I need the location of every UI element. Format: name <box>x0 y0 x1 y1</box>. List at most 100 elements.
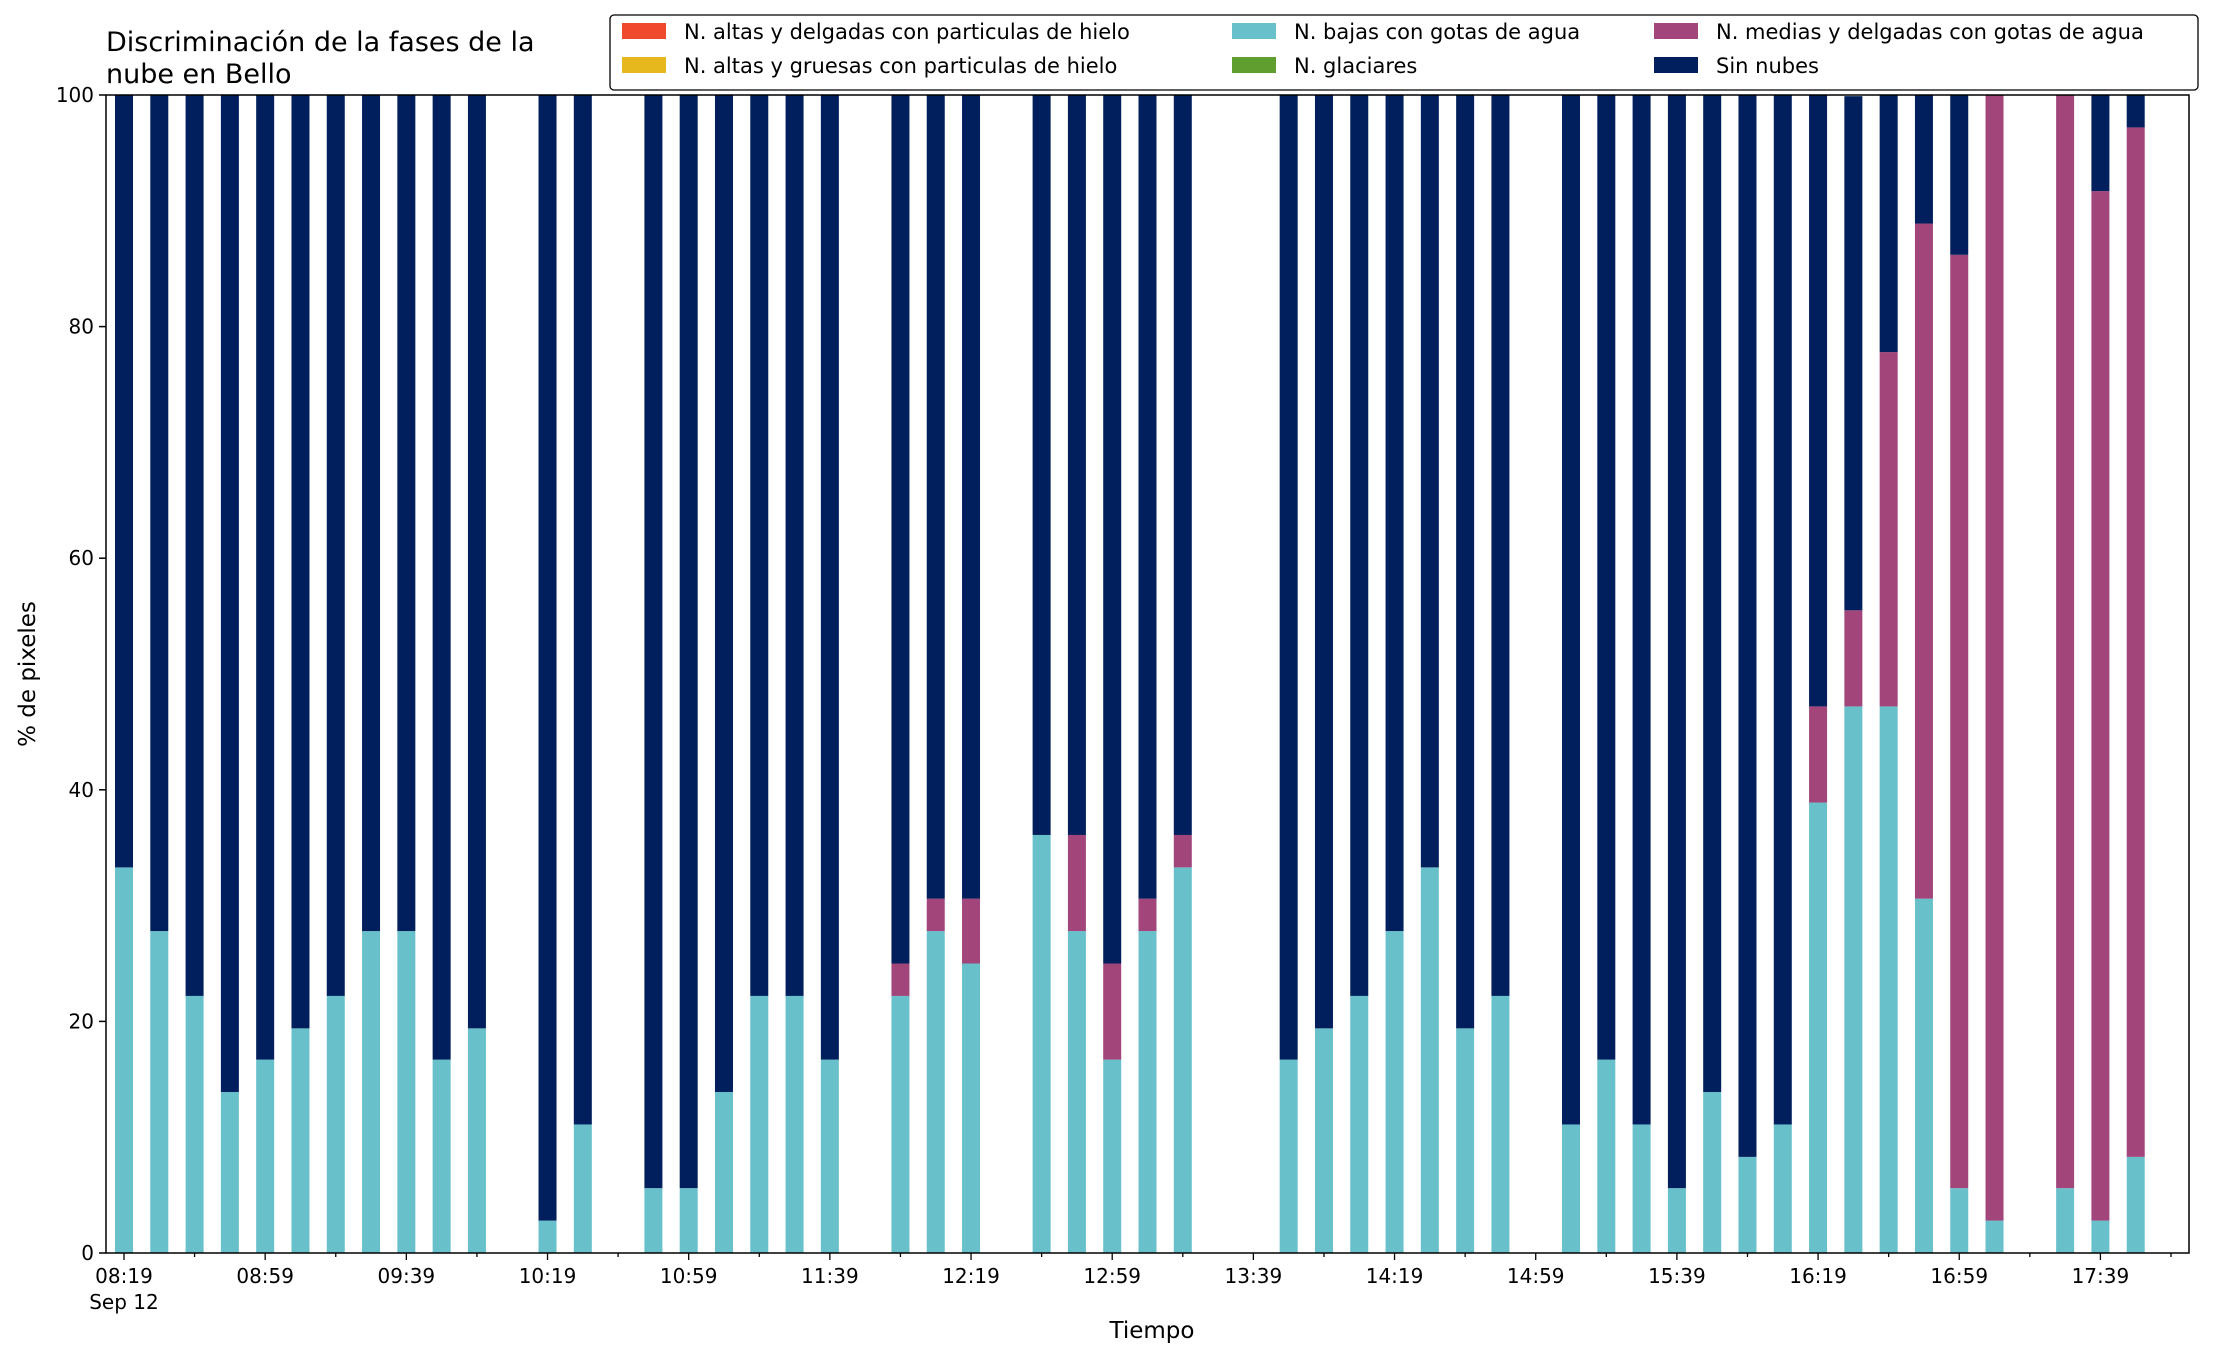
bar-n-medias-y-delgadas-con-gotas-de-agua-1639 <box>1879 352 1898 707</box>
bar-sin-nubes-1159 <box>891 95 910 964</box>
bar-sin-nubes-1219 <box>962 95 981 899</box>
x-tick-label: 13:39 <box>1225 1264 1283 1288</box>
bar-n-bajas-con-gotas-de-agua-1509 <box>1562 1124 1581 1253</box>
bar-sin-nubes-0819 <box>115 95 133 868</box>
bar-n-bajas-con-gotas-de-agua-1259 <box>1103 1059 1122 1253</box>
bar-n-bajas-con-gotas-de-agua-1639 <box>1879 706 1898 1253</box>
legend-swatch-sin-nubes <box>1654 57 1698 73</box>
bar-sin-nubes-1059 <box>679 95 698 1189</box>
bar-n-bajas-con-gotas-de-agua-1659 <box>1950 1188 1969 1253</box>
bar-n-bajas-con-gotas-de-agua-1159 <box>891 995 910 1253</box>
bar-n-medias-y-delgadas-con-gotas-de-agua-1319 <box>1173 834 1192 868</box>
bar-n-bajas-con-gotas-de-agua-1559 <box>1738 1156 1757 1253</box>
bar-sin-nubes-1429 <box>1420 95 1439 868</box>
x-tick-label: 16:19 <box>1789 1264 1847 1288</box>
bar-n-bajas-con-gotas-de-agua-1429 <box>1420 867 1439 1253</box>
bar-n-bajas-con-gotas-de-agua-1219 <box>962 963 981 1253</box>
bar-n-bajas-con-gotas-de-agua-1549 <box>1703 1092 1722 1253</box>
bar-sin-nubes-1129 <box>785 95 804 996</box>
bar-n-medias-y-delgadas-con-gotas-de-agua-1659 <box>1950 254 1969 1189</box>
bar-n-bajas-con-gotas-de-agua-1739 <box>2091 1220 2110 1253</box>
bar-sin-nubes-0929 <box>362 95 381 932</box>
bar-sin-nubes-1249 <box>1067 95 1086 835</box>
x-tick-label: 17:39 <box>2072 1264 2130 1288</box>
bar-sin-nubes-0829 <box>150 95 169 932</box>
y-axis: 0 20 40 60 80 100 <box>56 83 106 1265</box>
bar-sin-nubes-1029 <box>573 95 592 1125</box>
bar-n-bajas-con-gotas-de-agua-1059 <box>679 1188 698 1253</box>
legend-frame <box>609 14 2199 91</box>
bar-n-bajas-con-gotas-de-agua-0839 <box>185 995 204 1253</box>
bar-n-bajas-con-gotas-de-agua-1109 <box>714 1092 733 1253</box>
bar-sin-nubes-0909 <box>291 95 310 1029</box>
bar-n-medias-y-delgadas-con-gotas-de-agua-1629 <box>1844 610 1863 707</box>
bar-n-bajas-con-gotas-de-agua-1629 <box>1844 706 1863 1253</box>
bar-sin-nubes-1319 <box>1173 95 1192 835</box>
bar-n-bajas-con-gotas-de-agua-1649 <box>1914 898 1933 1253</box>
bar-sin-nubes-1139 <box>820 95 839 1060</box>
bar-sin-nubes-1649 <box>1914 95 1933 224</box>
x-tick-label: 14:19 <box>1366 1264 1424 1288</box>
bar-n-bajas-con-gotas-de-agua-1119 <box>750 995 769 1253</box>
bar-n-bajas-con-gotas-de-agua-1619 <box>1809 802 1828 1253</box>
bar-sin-nubes-1109 <box>714 95 733 1093</box>
bar-n-bajas-con-gotas-de-agua-0919 <box>326 995 345 1253</box>
bar-n-bajas-con-gotas-de-agua-1529 <box>1632 1124 1651 1253</box>
bar-n-medias-y-delgadas-con-gotas-de-agua-1649 <box>1914 223 1933 899</box>
legend-label-n-glaciares: N. glaciares <box>1294 54 1417 78</box>
bar-sin-nubes-1749 <box>2126 95 2145 128</box>
bar-n-bajas-con-gotas-de-agua-0949 <box>432 1059 451 1253</box>
bar-n-bajas-con-gotas-de-agua-1029 <box>573 1124 592 1253</box>
bar-sin-nubes-1609 <box>1773 95 1792 1125</box>
bar-n-bajas-con-gotas-de-agua-1129 <box>785 995 804 1253</box>
bar-n-bajas-con-gotas-de-agua-0849 <box>220 1092 239 1253</box>
chart-title-line: Discriminación de la fases de la <box>106 27 535 58</box>
x-axis: 08:19 08:59 09:39 10:19 10:59 11:39 12:19 12:59… <box>89 1253 2172 1314</box>
y-tick-label: 80 <box>69 315 94 339</box>
bar-n-bajas-con-gotas-de-agua-0929 <box>362 931 381 1253</box>
bar-n-bajas-con-gotas-de-agua-1249 <box>1067 931 1086 1253</box>
bar-sin-nubes-1529 <box>1632 95 1651 1125</box>
legend-label-n-altas-y-delgadas-con-particulas-de-hielo: N. altas y delgadas con particulas de hi… <box>684 20 1130 44</box>
legend-label-n-altas-y-gruesas-con-particulas-de-hielo: N. altas y gruesas con particulas de hie… <box>684 54 1117 78</box>
bar-n-bajas-con-gotas-de-agua-1349 <box>1279 1059 1298 1253</box>
bar-n-medias-y-delgadas-con-gotas-de-agua-1259 <box>1103 963 1122 1060</box>
bar-n-bajas-con-gotas-de-agua-1319 <box>1173 867 1192 1253</box>
y-tick-label: 40 <box>69 778 94 802</box>
bar-sin-nubes-1559 <box>1738 95 1757 1157</box>
bar-sin-nubes-0849 <box>220 95 239 1093</box>
bar-n-bajas-con-gotas-de-agua-1309 <box>1138 931 1157 1253</box>
bar-sin-nubes-0959 <box>467 95 486 1029</box>
y-tick-label: 60 <box>69 546 94 570</box>
bar-n-bajas-con-gotas-de-agua-1209 <box>926 931 945 1253</box>
bar-sin-nubes-1539 <box>1667 95 1686 1189</box>
bar-n-bajas-con-gotas-de-agua-1409 <box>1350 995 1369 1253</box>
bar-sin-nubes-1239 <box>1032 95 1051 835</box>
bar-sin-nubes-1439 <box>1456 95 1475 1029</box>
x-tick-label: 10:19 <box>519 1264 577 1288</box>
bar-n-bajas-con-gotas-de-agua-1139 <box>820 1059 839 1253</box>
bar-n-bajas-con-gotas-de-agua-0819 <box>115 867 133 1253</box>
bar-n-bajas-con-gotas-de-agua-1439 <box>1456 1028 1475 1253</box>
bar-sin-nubes-1259 <box>1103 95 1122 964</box>
legend-swatch-n-bajas-con-gotas-de-agua <box>1232 23 1276 39</box>
x-tick-label: 10:59 <box>660 1264 718 1288</box>
x-tick-label: 12:19 <box>942 1264 1000 1288</box>
bar-sin-nubes-1629 <box>1844 96 1863 611</box>
bar-n-medias-y-delgadas-con-gotas-de-agua-1749 <box>2126 127 2145 1157</box>
bar-n-bajas-con-gotas-de-agua-0959 <box>467 1028 486 1253</box>
bar-n-bajas-con-gotas-de-agua-0829 <box>150 931 169 1253</box>
legend-swatch-n-altas-y-gruesas-con-particulas-de-hielo <box>622 57 666 73</box>
bar-sin-nubes-1359 <box>1314 95 1333 1029</box>
bar-sin-nubes-1049 <box>644 95 663 1189</box>
bar-sin-nubes-1509 <box>1562 95 1581 1125</box>
bar-n-bajas-con-gotas-de-agua-1729 <box>2056 1188 2075 1253</box>
bar-n-medias-y-delgadas-con-gotas-de-agua-1249 <box>1067 834 1086 932</box>
bar-n-bajas-con-gotas-de-agua-1539 <box>1667 1188 1686 1253</box>
legend-swatch-n-altas-y-delgadas-con-particulas-de-hielo <box>622 23 666 39</box>
plot-frame <box>105 94 2190 1254</box>
bar-n-medias-y-delgadas-con-gotas-de-agua-1729 <box>2056 95 2075 1189</box>
x-tick-label: 08:59 <box>236 1264 294 1288</box>
bar-n-bajas-con-gotas-de-agua-1709 <box>1985 1220 2004 1253</box>
